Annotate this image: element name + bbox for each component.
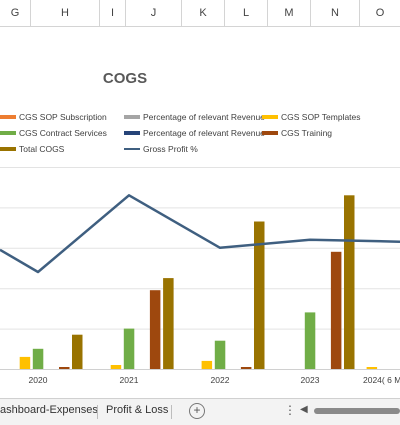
legend-label: Total COGS [19,144,65,154]
bar-2024( 6 Mo-2[interactable] [366,367,378,369]
column-header-k[interactable]: K [182,0,225,26]
legend-swatch [124,131,140,135]
bar-2021-6[interactable] [163,278,174,369]
bar-2021-3[interactable] [123,328,135,369]
column-header-h[interactable]: H [31,0,100,26]
bar-2020-5[interactable] [59,367,70,369]
column-header-o[interactable]: O [375,7,385,19]
tab-divider [171,405,172,419]
legend-swatch [0,131,16,135]
column-header-j[interactable]: J [126,0,182,26]
legend-percentage-relevant-revenue-2: Percentage of relevant Revenue [124,128,265,138]
bar-2020-3[interactable] [32,348,44,369]
horizontal-scrollbar[interactable] [314,408,400,414]
column-header-n[interactable]: N [311,0,360,26]
legend-line-swatch [124,148,140,150]
bar-2022-3[interactable] [214,340,226,369]
bar-2020-2[interactable] [19,356,31,369]
legend-cgs-sop-subscription: CGS SOP Subscription [0,112,107,122]
legend-label: Percentage of relevant Revenue [143,112,265,122]
gross-profit-line[interactable] [0,194,400,274]
legend-label: Percentage of relevant Revenue [143,128,265,138]
x-tick-label-2020: 2020 [29,375,48,385]
bar-2023-6[interactable] [344,195,355,369]
add-sheet-icon[interactable]: + [189,403,205,419]
bar-2022-5[interactable] [240,367,252,369]
bar-2021-2[interactable] [110,365,122,369]
bar-2022-6[interactable] [254,221,265,370]
legend-label: CGS Contract Services [19,128,107,138]
legend-gross-profit-pct: Gross Profit % [124,144,198,154]
worksheet-area: 2020 2021 2022 2023 2024( 6 Mo [0,27,400,398]
bar-2021-5[interactable] [149,290,161,369]
tab-divider [97,405,98,419]
legend-percentage-relevant-revenue-1: Percentage of relevant Revenue [124,112,265,122]
column-header-l[interactable]: L [225,0,268,26]
legend-cgs-training: CGS Training [262,128,332,138]
legend-swatch [262,115,278,119]
legend-swatch [0,115,16,119]
cogs-chart[interactable]: 2020 2021 2022 2023 2024( 6 Mo [0,27,400,398]
legend-label: CGS SOP Templates [281,112,361,122]
legend-label: Gross Profit % [143,144,198,154]
column-header-m[interactable]: M [268,0,311,26]
legend-swatch [124,115,140,119]
x-tick-label-2024( 6 Mo: 2024( 6 Mo [363,375,400,385]
column-header-i[interactable]: I [100,0,126,26]
bar-2023-5[interactable] [330,251,342,369]
chart-title: COGS [102,70,148,87]
legend-swatch [262,131,278,135]
bar-2023-3[interactable] [304,312,316,369]
tab-dashboard-expenses[interactable]: ashboard-Expenses [0,404,98,416]
tab-profit-loss[interactable]: Profit & Loss [106,404,169,416]
x-tick-label-2023: 2023 [301,375,320,385]
more-options-icon[interactable]: ⋮ [284,403,296,417]
legend-cgs-sop-templates: CGS SOP Templates [262,112,361,122]
legend-cgs-contract-services: CGS Contract Services [0,128,107,138]
x-tick-label-2022: 2022 [211,375,230,385]
legend-total-cogs: Total COGS [0,144,64,154]
bar-2020-6[interactable] [72,334,83,369]
legend-label: CGS Training [281,128,333,138]
sheet-tab-bar: ashboard-Expenses Profit & Loss + ⋮ ◀ [0,398,400,425]
column-header-g[interactable]: G [0,0,31,26]
bar-2022-2[interactable] [201,360,213,369]
legend-swatch [0,147,16,151]
legend-label: CGS SOP Subscription [19,112,107,122]
x-tick-label-2021: 2021 [120,375,139,385]
scroll-left-arrow-icon[interactable]: ◀ [300,404,308,415]
column-headers: G H I J K L M N O [0,0,400,27]
